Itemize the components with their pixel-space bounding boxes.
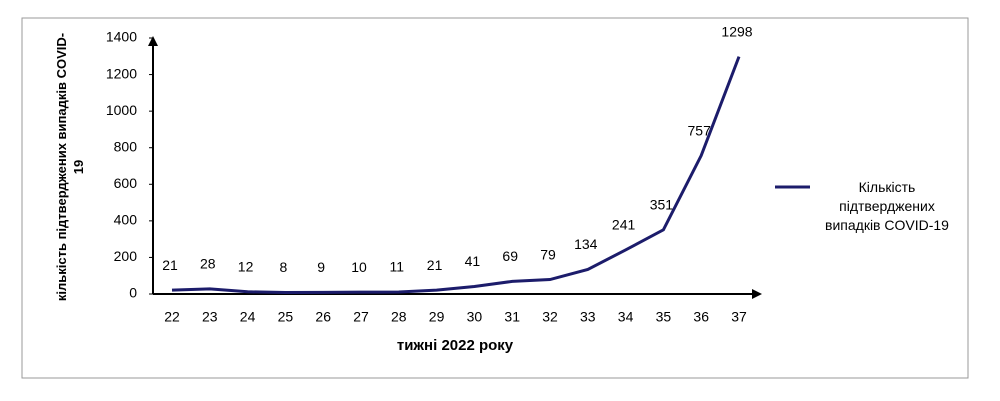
data-label: 28	[200, 256, 216, 272]
y-tick-label: 400	[114, 212, 138, 228]
data-label: 21	[427, 257, 443, 273]
data-label: 8	[280, 259, 288, 275]
border	[21, 17, 969, 379]
data-label: 79	[540, 246, 556, 262]
y-tick-label: 200	[114, 248, 138, 264]
legend-label: Кількість підтверджених випадків COVID-1…	[825, 179, 949, 233]
x-tick-label: 37	[731, 309, 747, 325]
y-tick-label: 0	[129, 285, 137, 301]
data-label: 757	[688, 122, 712, 138]
data-label: 21	[162, 257, 178, 273]
data-label: 69	[502, 248, 518, 264]
x-tick-label: 28	[391, 309, 407, 325]
x-tick-label: 33	[580, 309, 596, 325]
x-tick-label: 26	[315, 309, 331, 325]
y-tick-label: 800	[114, 138, 138, 154]
data-label: 134	[574, 236, 598, 252]
x-tick-label: 31	[504, 309, 520, 325]
x-tick-label: 35	[656, 309, 672, 325]
y-axis-title: кількість підтверджених випадків COVID-1…	[54, 32, 86, 302]
line	[171, 56, 741, 295]
data-label: 351	[650, 197, 674, 213]
data-label: 41	[465, 253, 481, 269]
data-label: 10	[351, 259, 367, 275]
x-tick-label: 32	[542, 309, 558, 325]
x-tick-label: 34	[618, 309, 634, 325]
data-label: 11	[390, 259, 405, 275]
data-label: 9	[317, 259, 325, 275]
x-tick-label: 29	[429, 309, 445, 325]
data-label: 12	[238, 259, 254, 275]
y-arrow	[148, 36, 158, 46]
x-axis-title: тижні 2022 року	[397, 337, 514, 354]
y-tick-label: 1400	[106, 29, 137, 45]
y-tick-label: 1200	[106, 65, 137, 81]
y-tick-label: 1000	[106, 102, 137, 118]
data-label: 241	[612, 217, 636, 233]
x-tick-label: 36	[693, 309, 709, 325]
x-tick-label: 22	[164, 309, 180, 325]
x-arrow	[752, 289, 762, 299]
data-label: 1298	[721, 23, 752, 39]
x-tick-label: 23	[202, 309, 218, 325]
x-tick-label: 30	[467, 309, 483, 325]
x-tick-label: 24	[240, 309, 256, 325]
y-tick-label: 600	[114, 175, 138, 191]
x-tick-label: 27	[353, 309, 369, 325]
x-tick-label: 25	[278, 309, 294, 325]
